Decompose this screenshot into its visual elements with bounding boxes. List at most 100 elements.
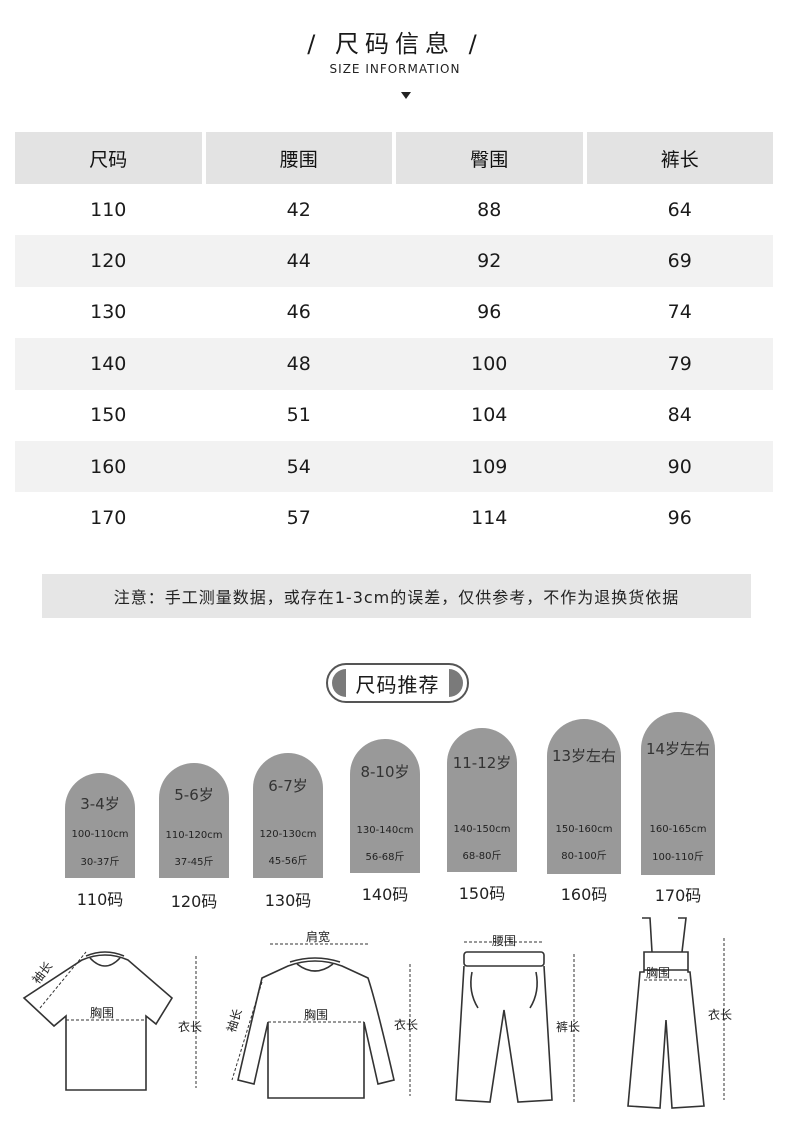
tshirt-icon [22, 951, 174, 1091]
table-cell: 54 [286, 455, 311, 478]
table-cell: 130 [90, 301, 127, 324]
weight-range: 100-110斤 [652, 852, 704, 863]
table-header: 尺码 腰围 臀围 裤长 [15, 132, 773, 184]
recommended-size: 150码 [458, 884, 506, 903]
table-cell: 42 [286, 198, 311, 221]
table-cell: 160 [90, 455, 127, 478]
table-cell: 69 [667, 250, 692, 273]
table-cell: 104 [471, 404, 508, 427]
recommended-size: 170码 [654, 886, 702, 905]
badge-right-cap [449, 669, 463, 697]
size-table: 尺码 腰围 臀围 裤长 110 42 88 64 120 44 92 69 13… [15, 132, 773, 544]
table-cell: 64 [667, 198, 692, 221]
table-row: 170 57 114 96 [15, 492, 773, 543]
table-cell: 48 [286, 352, 311, 375]
age-card-shape [547, 719, 621, 874]
table-row: 160 54 109 90 [15, 440, 773, 493]
sweater-length-label: 衣长 [394, 1018, 419, 1032]
measurement-diagrams: 袖长 胸围 衣长 肩宽 袖长 胸围 衣长 腰围 裤长 胸围 衣长 [0, 912, 790, 1112]
age-label: 5-6岁 [174, 786, 214, 804]
column-header-length: 裤长 [586, 132, 773, 184]
age-label: 8-10岁 [360, 763, 410, 781]
table-cell: 79 [667, 352, 692, 375]
height-range: 140-150cm [453, 824, 511, 835]
sweater-chest-label: 胸围 [304, 1008, 329, 1022]
table-cell: 150 [90, 404, 127, 427]
weight-range: 56-68斤 [365, 852, 405, 863]
table-cell: 88 [477, 198, 502, 221]
height-range: 120-130cm [259, 829, 317, 840]
table-cell: 109 [471, 455, 508, 478]
height-range: 110-120cm [165, 830, 223, 841]
overalls-length-label: 衣长 [708, 1008, 733, 1022]
table-cell: 84 [667, 404, 692, 427]
table-row: 150 51 104 84 [15, 390, 773, 441]
table-cell: 51 [286, 404, 311, 427]
age-card-shape [447, 728, 517, 872]
table-row: 120 44 92 69 [15, 235, 773, 287]
height-range: 130-140cm [356, 825, 414, 836]
table-cell: 114 [471, 507, 508, 530]
table-cell: 100 [471, 352, 508, 375]
column-header-size: 尺码 [15, 132, 202, 184]
age-label: 3-4岁 [80, 795, 120, 813]
table-cell: 57 [286, 507, 311, 530]
overalls-icon [627, 917, 705, 1109]
table-cell: 140 [90, 352, 127, 375]
table-cell: 92 [477, 250, 502, 273]
size-recommend-badge: 尺码推荐 [326, 663, 469, 703]
age-label: 14岁左右 [645, 740, 711, 758]
height-range: 150-160cm [555, 824, 613, 835]
shorts-icon [455, 951, 553, 1103]
table-cell: 120 [90, 250, 127, 273]
sweater-icon [237, 957, 395, 1099]
table-cell: 110 [90, 198, 127, 221]
garment-diagrams-svg [22, 917, 725, 1109]
age-card-shape [253, 753, 323, 878]
recommended-size: 130码 [264, 891, 312, 910]
table-cell: 44 [286, 250, 311, 273]
table-cell: 170 [90, 507, 127, 530]
height-range: 160-165cm [649, 824, 707, 835]
measurement-note: 注意：手工测量数据，或存在1-3cm的误差，仅供参考，不作为退换货依据 [42, 574, 751, 618]
shorts-length-label: 裤长 [556, 1020, 581, 1034]
table-cell: 96 [667, 507, 692, 530]
tshirt-chest-label: 胸围 [90, 1006, 115, 1020]
sweater-shoulder-label: 肩宽 [306, 930, 331, 944]
column-header-waist: 腰围 [205, 132, 392, 184]
age-label: 6-7岁 [268, 777, 308, 795]
recommended-size: 140码 [361, 885, 409, 904]
age-card-shape [641, 712, 715, 875]
down-arrow-icon [401, 92, 411, 99]
age-card-shape [350, 739, 420, 873]
page-subtitle: SIZE INFORMATION [329, 62, 461, 76]
shorts-waist-label: 腰围 [492, 934, 517, 948]
weight-range: 80-100斤 [561, 851, 607, 862]
table-row: 140 48 100 79 [15, 338, 773, 390]
weight-range: 37-45斤 [174, 857, 214, 868]
badge-left-cap [332, 669, 346, 697]
tshirt-length-label: 衣长 [178, 1020, 203, 1034]
table-cell: 96 [477, 301, 502, 324]
age-card-shape [159, 763, 229, 878]
table-cell: 74 [667, 301, 692, 324]
weight-range: 30-37斤 [80, 857, 120, 868]
overalls-chest-label: 胸围 [646, 966, 671, 980]
table-row: 110 42 88 64 [15, 184, 773, 235]
page-title: / 尺码信息 / [307, 30, 483, 58]
recommended-size: 160码 [560, 885, 608, 904]
column-header-hip: 臀围 [396, 132, 583, 184]
table-cell: 46 [286, 301, 311, 324]
age-card-shape [65, 773, 135, 878]
age-label: 13岁左右 [551, 747, 617, 765]
weight-range: 45-56斤 [268, 856, 308, 867]
weight-range: 68-80斤 [462, 851, 502, 862]
table-row: 130 46 96 74 [15, 287, 773, 338]
table-cell: 90 [667, 455, 692, 478]
header: / 尺码信息 / SIZE INFORMATION [0, 0, 790, 110]
size-recommend-title: 尺码推荐 [355, 672, 440, 697]
height-range: 100-110cm [71, 829, 129, 840]
recommended-size: 110码 [76, 890, 124, 909]
recommended-size: 120码 [170, 892, 218, 911]
age-label: 11-12岁 [452, 754, 512, 772]
